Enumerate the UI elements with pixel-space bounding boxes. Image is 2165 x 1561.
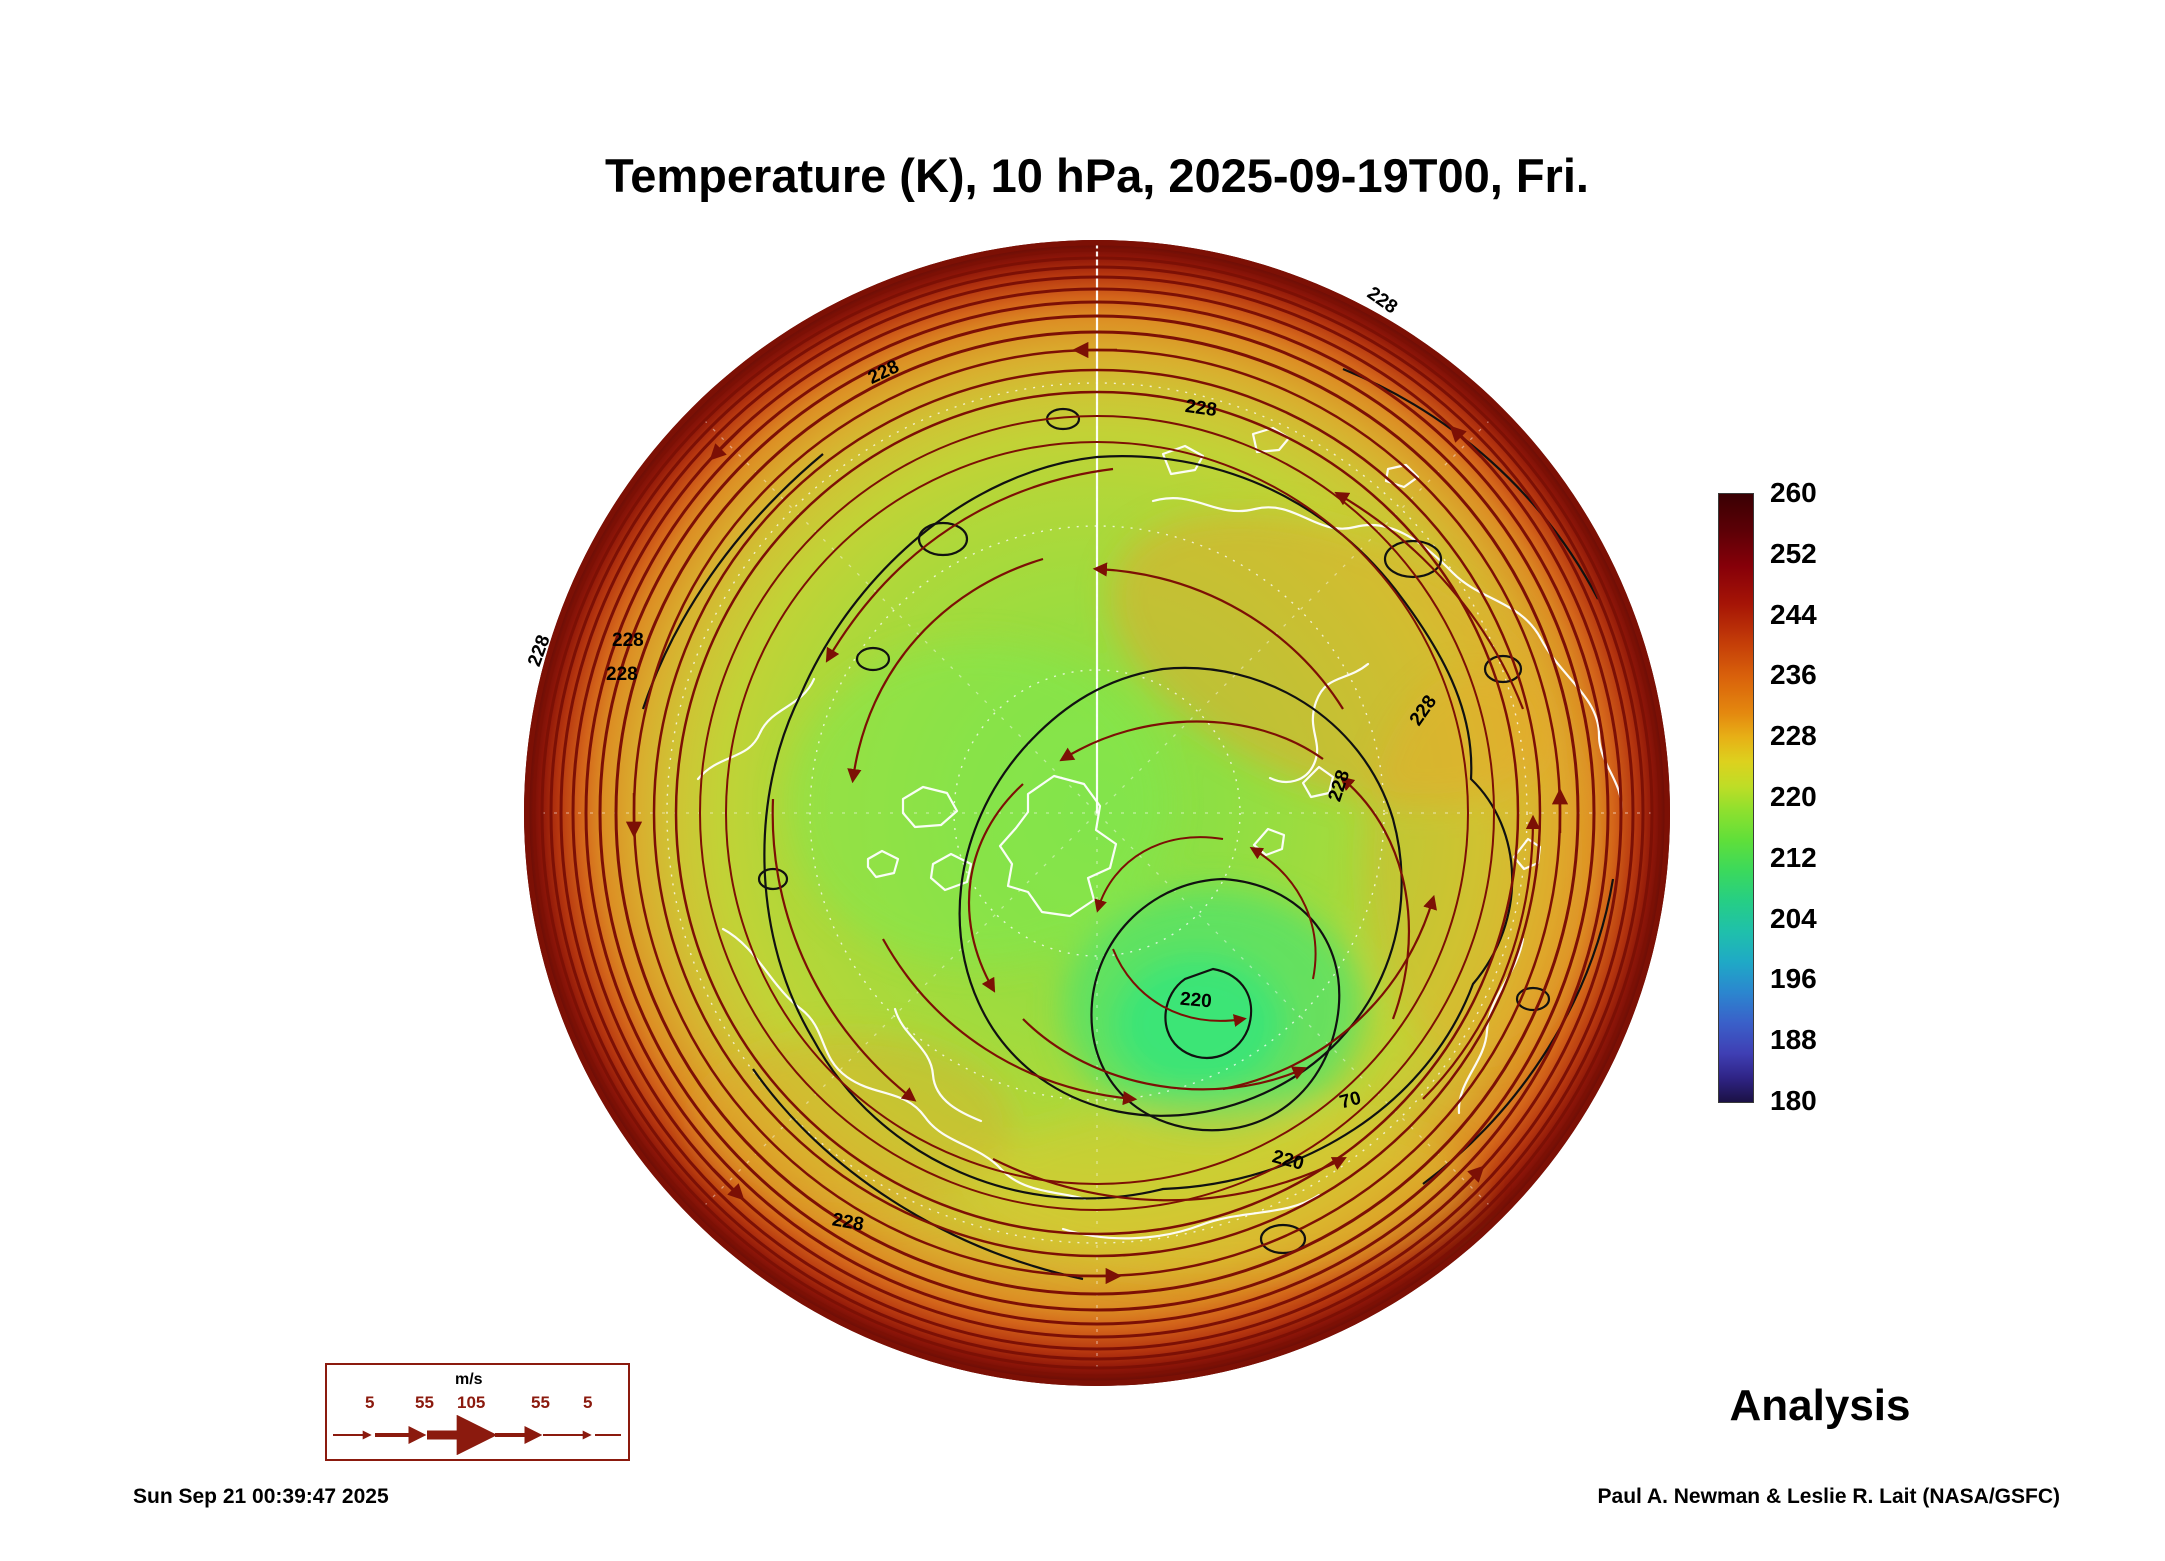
colorbar-tick: 204 xyxy=(1770,903,1817,934)
wind-tick: 5 xyxy=(583,1393,593,1412)
colorbar-tick: 228 xyxy=(1770,720,1817,751)
wind-tick: 55 xyxy=(531,1393,550,1412)
contour-label: 220 xyxy=(1179,988,1213,1013)
colorbar-tick: 236 xyxy=(1770,659,1817,690)
wind-streamlines xyxy=(524,240,1670,1386)
colorbar-tick: 260 xyxy=(1770,477,1817,508)
wind-tick: 105 xyxy=(457,1393,486,1412)
credit-line: Paul A. Newman & Leslie R. Lait (NASA/GS… xyxy=(1597,1485,2060,1508)
colorbar-tick: 220 xyxy=(1770,781,1817,812)
wind-speed-legend: m/s 5 55 105 55 5 xyxy=(325,1363,630,1461)
colorbar-tick: 244 xyxy=(1770,599,1817,630)
colorbar-tick: 188 xyxy=(1770,1024,1817,1055)
colorbar-tick: 252 xyxy=(1770,538,1817,569)
colorbar-tick: 212 xyxy=(1770,842,1817,873)
contour-label: 228 xyxy=(606,664,638,685)
contour-label: 228 xyxy=(1183,395,1219,422)
analysis-label: Analysis xyxy=(1729,1381,1911,1430)
colorbar-tick: 180 xyxy=(1770,1085,1817,1116)
colorbar-tick: 196 xyxy=(1770,963,1817,994)
generated-timestamp: Sun Sep 21 00:39:47 2025 xyxy=(133,1485,389,1508)
wind-arrow-scale xyxy=(333,1415,621,1455)
page-title: Temperature (K), 10 hPa, 2025-09-19T00, … xyxy=(605,149,1589,202)
wind-units-label: m/s xyxy=(455,1371,483,1388)
wind-tick: 55 xyxy=(415,1393,434,1412)
colorbar: 260 252 244 236 228 220 212 204 196 188 … xyxy=(1718,478,1868,1133)
contour-label: 228 xyxy=(612,630,644,651)
colorbar-gradient xyxy=(1718,493,1754,1103)
polar-map xyxy=(524,240,1670,1386)
wind-tick: 5 xyxy=(365,1393,375,1412)
